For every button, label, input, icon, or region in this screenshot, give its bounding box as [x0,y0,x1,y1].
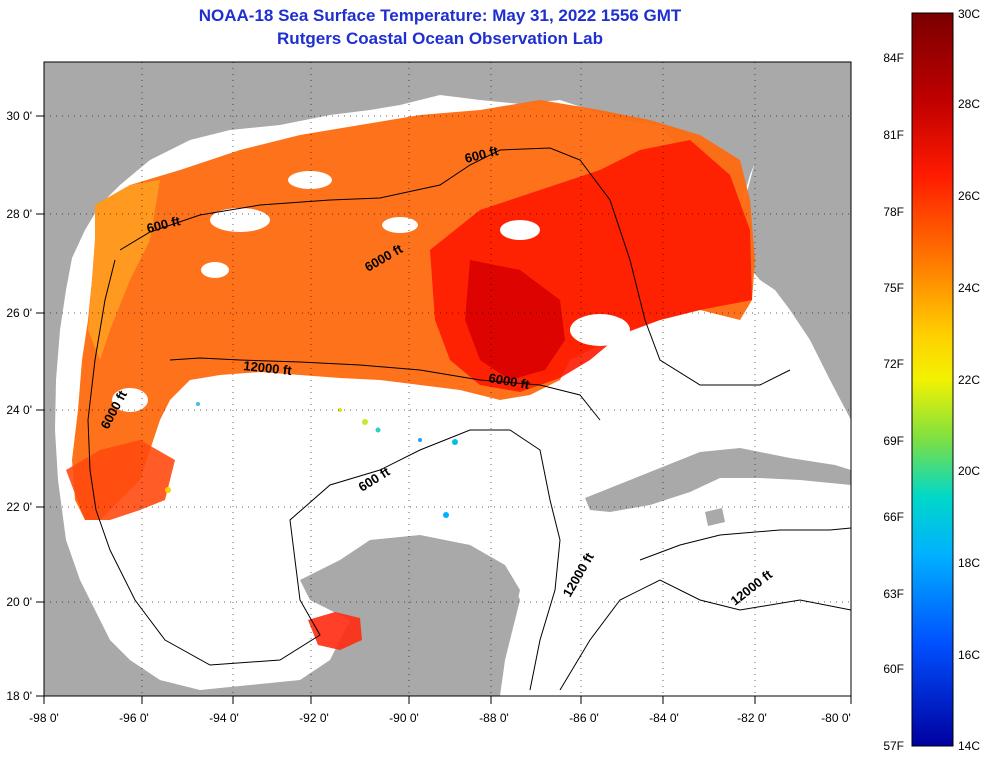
florida-peninsula [735,62,851,420]
sst-field-southwest [66,440,175,520]
sst-field-loop-current [465,260,565,380]
fahrenheit-label: 72F [883,357,904,371]
graticule [44,62,851,696]
contour-label: 6000 ft [487,370,531,392]
celsius-label: 28C [958,97,980,111]
latitude-label: 22 0' [6,500,32,514]
latitude-label: 30 0' [6,109,32,123]
celsius-label: 18C [958,556,980,570]
celsius-label: 14C [958,739,980,753]
latitude-label: 18 0' [6,689,32,703]
map-title: NOAA-18 Sea Surface Temperature: May 31,… [198,6,682,25]
fahrenheit-label: 66F [883,510,904,524]
longitude-label: -82 0' [737,711,767,725]
celsius-label: 24C [958,281,980,295]
latitude-label: 20 0' [6,595,32,609]
latitude-label: 26 0' [6,306,32,320]
cuba [585,448,851,512]
cloud-gap [570,314,630,346]
fahrenheit-label: 78F [883,205,904,219]
cloud-gap [112,388,148,412]
sst-patch-campeche [308,612,362,650]
latitude-label: 28 0' [6,207,32,221]
contour-label: 12000 ft [243,358,293,378]
longitude-label: -88 0' [479,711,509,725]
celsius-label: 22C [958,373,980,387]
celsius-label: 30C [958,7,980,21]
contour-600ft [119,147,791,386]
celsius-label: 16C [958,648,980,662]
longitude-label: -94 0' [209,711,239,725]
cloud-gap [500,220,540,240]
longitude-label: -84 0' [649,711,679,725]
contour-12000ft-caribbean-2 [559,579,851,691]
yucatan-peninsula [330,538,520,696]
celsius-label: 20C [958,464,980,478]
celsius-label: 26C [958,189,980,203]
cloud-gap [288,171,332,189]
longitude-label: -96 0' [119,711,149,725]
color-bar [911,12,954,747]
cool-speckles [165,402,458,518]
latitude-label: 24 0' [6,403,32,417]
bathymetry-contours [87,147,851,691]
longitude-label: -80 0' [821,711,851,725]
fahrenheit-label: 81F [883,128,904,142]
map-subtitle: Rutgers Coastal Ocean Observation Lab [277,29,603,48]
contour-12000ft [169,357,601,421]
longitude-label: -92 0' [299,711,329,725]
fahrenheit-label: 60F [883,662,904,676]
longitude-label: -86 0' [569,711,599,725]
map-frame [43,61,852,697]
fahrenheit-label: 75F [883,281,904,295]
contour-6000ft [87,259,561,691]
contour-12000ft-caribbean [639,527,851,561]
fahrenheit-label: 63F [883,587,904,601]
longitude-label: -98 0' [29,711,59,725]
cloud-gap [382,217,418,233]
fahrenheit-label: 69F [883,434,904,448]
tick-marks [36,115,852,704]
cloud-gap [201,262,229,278]
isle-of-youth [705,508,725,526]
fahrenheit-label: 84F [883,51,904,65]
fahrenheit-label: 57F [883,739,904,753]
longitude-label: -90 0' [389,711,419,725]
